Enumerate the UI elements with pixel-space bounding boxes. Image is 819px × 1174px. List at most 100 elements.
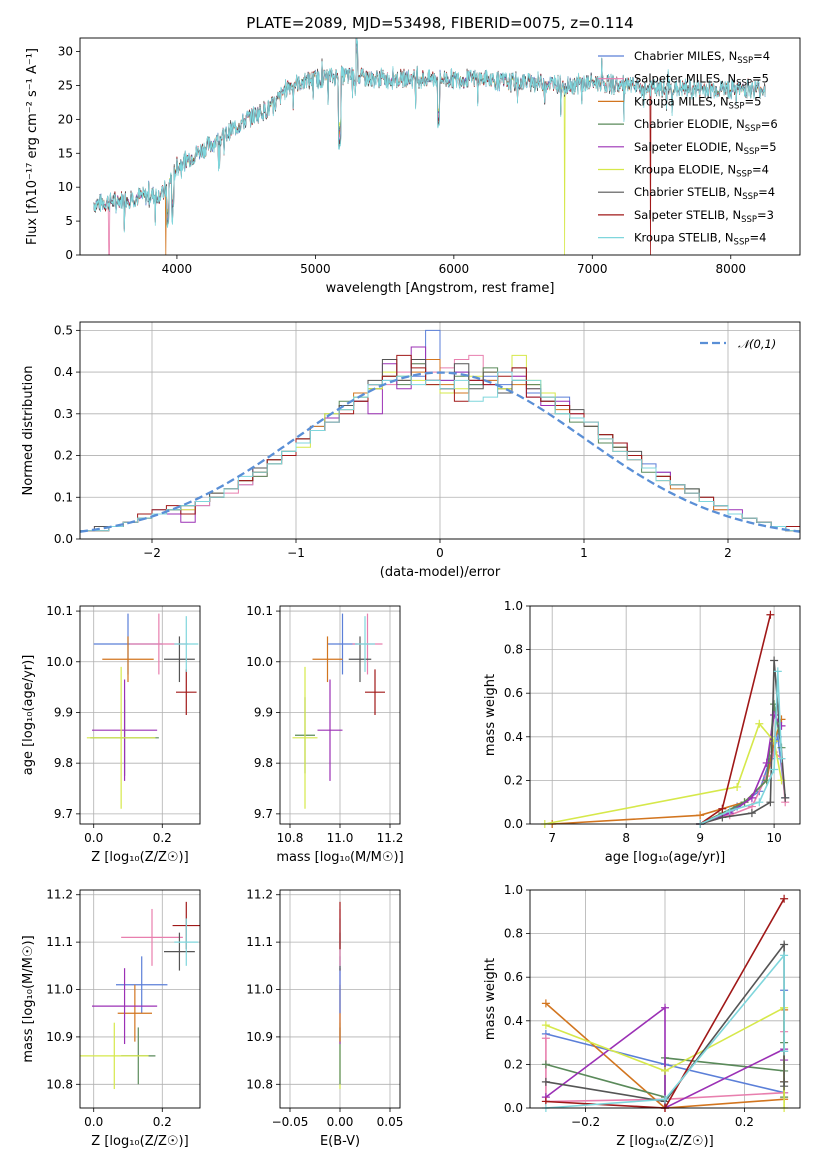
y-tick-label: 10.9 — [246, 1030, 273, 1044]
x-tick-label: 1 — [580, 546, 588, 560]
y-tick-label: 0.5 — [54, 323, 73, 337]
mass-vs-Z-panel: 0.0 0.2 10.8 10.9 11.0 11.1 11.2 Z [log₁₀(Z/Z☉)… — [21, 888, 201, 1149]
weight-point — [747, 809, 756, 818]
x-tick-label: 0 — [436, 546, 444, 560]
x-tick-label: 2 — [724, 546, 732, 560]
weight-point — [780, 940, 789, 949]
y-tick-label: 15 — [58, 146, 73, 160]
legend-label: Salpeter STELIB, NSSP=3 — [634, 208, 774, 225]
x-axis-label: E(B-V) — [320, 1134, 360, 1149]
y-tick-label: 0.2 — [54, 449, 73, 463]
axes-frame — [79, 605, 201, 825]
y-tick-label: 20 — [58, 112, 73, 126]
residuals-panel: −2 −1 0 1 2 0.0 0.1 0.2 0.3 0.4 0.5 (data-model)/er… — [21, 321, 801, 580]
weight-point — [780, 894, 789, 903]
y-tick-label: 10.9 — [46, 1030, 73, 1044]
weight-point — [770, 765, 779, 774]
y-tick-label: 5 — [65, 214, 73, 228]
y-tick-label: 11.0 — [246, 983, 273, 997]
age-vs-mass-panel: 10.8 11.0 11.2 9.7 9.8 9.9 10.0 10.1 mass [log₁₀… — [246, 604, 403, 865]
axes-frame — [279, 605, 401, 825]
axes-frame — [79, 889, 201, 1109]
y-tick-label: 0.4 — [54, 365, 73, 379]
x-tick-label: 0.2 — [735, 1115, 754, 1129]
axes-frame — [529, 889, 801, 1109]
axes-frame — [529, 605, 801, 825]
y-tick-label: 10.0 — [46, 655, 73, 669]
y-axis-label: mass weight — [483, 674, 498, 756]
y-tick-label: 0.2 — [504, 1057, 523, 1071]
weight-point — [766, 798, 775, 807]
legend-label: Kroupa STELIB, NSSP=4 — [634, 231, 766, 248]
y-tick-label: 11.2 — [246, 888, 273, 902]
y-tick-label: 9.9 — [254, 705, 273, 719]
age-vs-Z-panel: 0.0 0.2 9.7 9.8 9.9 10.0 10.1 Z [log₁₀(Z/Z☉)] ag… — [21, 604, 201, 865]
y-tick-label: 10 — [58, 180, 73, 194]
spectrum-legend: Chabrier MILES, NSSP=4 Salpeter MILES, NS… — [598, 49, 778, 248]
weight-point — [541, 1021, 550, 1030]
spectrum-line — [93, 38, 766, 233]
y-tick-label: 9.9 — [54, 705, 73, 719]
y-tick-label: 0.8 — [504, 927, 523, 941]
x-axis-label: Z [log₁₀(Z/Z☉)] — [91, 1134, 188, 1149]
weight-point — [773, 667, 782, 676]
y-tick-label: 11.1 — [246, 935, 273, 949]
x-tick-label: −0.2 — [571, 1115, 600, 1129]
weight-vs-age-panel: 7 8 9 10 0.0 0.2 0.4 0.6 0.8 1.0 age [log₁₀(age/yr… — [483, 599, 801, 865]
weight-line — [699, 660, 786, 825]
weight-point — [733, 782, 742, 791]
legend-label: Kroupa ELODIE, NSSP=4 — [634, 163, 769, 180]
y-tick-label: 1.0 — [504, 599, 523, 613]
x-tick-label: 11.0 — [327, 831, 354, 845]
x-axis-label: (data-model)/error — [380, 565, 501, 580]
y-axis-label: age [log₁₀(age/yr)] — [21, 655, 36, 776]
legend-label: Chabrier ELODIE, NSSP=6 — [634, 117, 778, 134]
weight-point — [541, 1077, 550, 1086]
y-tick-label: 0.1 — [54, 490, 73, 504]
weight-point — [541, 1060, 550, 1069]
y-tick-label: 10.8 — [46, 1077, 73, 1091]
x-tick-label: 0.00 — [327, 1115, 354, 1129]
y-tick-label: 9.7 — [54, 807, 73, 821]
weight-point — [725, 806, 734, 815]
x-tick-label: 0.0 — [655, 1115, 674, 1129]
x-tick-label: 8000 — [715, 262, 746, 276]
x-tick-label: 8 — [622, 831, 630, 845]
normal-curve — [79, 371, 801, 533]
weight-point — [541, 1034, 550, 1043]
y-tick-label: 0.6 — [504, 970, 523, 984]
y-tick-label: 0.6 — [504, 686, 523, 700]
weight-point — [766, 610, 775, 619]
weight-point — [781, 793, 790, 802]
legend-label: Salpeter MILES, NSSP=5 — [634, 72, 769, 89]
x-tick-label: 9 — [696, 831, 704, 845]
weight-vs-Z-panel: −0.2 0.0 0.2 0.0 0.2 0.4 0.6 0.8 1.0 Z [log₁₀(Z/Z… — [483, 883, 801, 1149]
weight-line — [545, 953, 785, 1109]
x-axis-label: Z [log₁₀(Z/Z☉)] — [616, 1134, 713, 1149]
weight-line — [699, 703, 783, 825]
x-tick-label: 7000 — [577, 262, 608, 276]
x-tick-label: −0.05 — [272, 1115, 309, 1129]
x-tick-label: −1 — [287, 546, 305, 560]
x-tick-label: 11.2 — [377, 831, 404, 845]
y-tick-label: 0.4 — [504, 1014, 523, 1028]
y-axis-label: Flux [fλ10⁻¹⁷ erg cm⁻² s⁻¹ A⁻¹] — [25, 48, 40, 245]
weight-point — [661, 1095, 669, 1104]
mass-vs-ebv-panel: −0.05 0.00 0.05 10.8 10.9 11.0 11.1 11.2 E(B-V) — [246, 888, 403, 1149]
weight-point — [661, 1066, 669, 1075]
weight-point — [747, 793, 756, 802]
weight-line — [545, 1006, 785, 1110]
y-axis-label: mass [log₁₀(M/M☉)] — [21, 935, 36, 1062]
y-tick-label: 9.8 — [54, 756, 73, 770]
x-tick-label: 7 — [548, 831, 556, 845]
y-tick-label: 0.0 — [54, 532, 73, 546]
y-tick-label: 0.4 — [504, 730, 523, 744]
weight-point — [780, 1047, 789, 1056]
y-tick-label: 11.0 — [46, 983, 73, 997]
y-tick-label: 1.0 — [504, 883, 523, 897]
weight-point — [696, 811, 705, 820]
y-tick-label: 10.0 — [246, 655, 273, 669]
y-axis-label: mass weight — [483, 958, 498, 1040]
weight-point — [541, 999, 550, 1008]
